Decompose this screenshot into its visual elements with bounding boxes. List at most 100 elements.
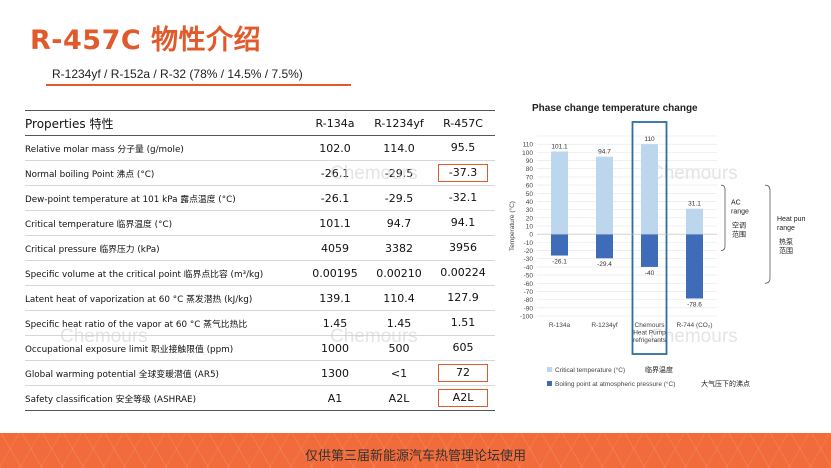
y-tick-label: 0 <box>529 232 533 239</box>
r457c-value: -32.1 <box>431 186 495 211</box>
r134a-value: 1000 <box>321 341 349 355</box>
x-tick-label: Heat Pump <box>633 330 666 337</box>
r134a-value: -26.1 <box>320 166 350 180</box>
r1234yf-value: <1 <box>390 366 408 380</box>
table-row: Safety classification 安全等级 (ASHRAE) A1 A2L… <box>25 386 495 411</box>
y-tick-label: -60 <box>524 281 534 288</box>
bar-critical-temperature <box>641 144 658 235</box>
legend-swatch-critical <box>547 367 552 372</box>
property-label: Latent heat of vaporization at 60 °C 蒸发潜… <box>25 294 253 305</box>
y-tick-label: -30 <box>524 256 534 263</box>
property-label: Specific volume at the critical point 临界… <box>25 269 264 280</box>
table-row: Normal boiling Point 沸点 (°C) -26.1 -29.5 -3… <box>25 161 495 186</box>
y-tick-label: 10 <box>526 224 534 231</box>
legend-swatch-boiling <box>547 381 552 386</box>
r1234yf-value: 110.4 <box>383 291 415 305</box>
table-row: Critical pressure 临界压力 (kPa) 4059 3382 3956 <box>25 236 495 261</box>
table-row: Occupational exposure limit 职业接触限值 (ppm)… <box>25 336 495 361</box>
heat-pump-range-bracket <box>764 184 771 284</box>
x-tick-label: R-1234yf <box>591 322 618 329</box>
ac-range-label: AC <box>731 200 741 207</box>
r1234yf-value: 114.0 <box>383 141 415 155</box>
y-tick-label: 20 <box>526 215 534 222</box>
r457c-value: 94.1 <box>431 211 495 236</box>
bar-boiling-point <box>551 234 568 256</box>
data-label-boiling: -78.6 <box>687 301 702 308</box>
property-label: Critical pressure 临界压力 (kPa) <box>25 244 160 255</box>
heat-pump-range-label-cn: 热泵 <box>779 237 793 246</box>
r457c-value: 72 <box>431 361 495 386</box>
r457c-value-value: -32.1 <box>448 191 478 204</box>
property-label: Dew-point temperature at 101 kPa 露点温度 (°… <box>25 194 236 205</box>
r457c-value: 0.00224 <box>431 261 495 286</box>
phase-change-chart: -100-90-80-70-60-50-40-30-20-10010203040… <box>508 121 805 388</box>
r457c-value-value: 95.5 <box>450 141 476 154</box>
r1234yf-value: 0.00210 <box>376 266 422 280</box>
ac-range-label-cn: 空调 <box>732 221 746 230</box>
x-tick-label: Chemours <box>635 322 666 329</box>
r134a-value: 0.00195 <box>312 266 358 280</box>
property-label: Specific heat ratio of the vapor at 60 °… <box>25 319 248 330</box>
r1234yf-value: 500 <box>388 341 410 355</box>
r457c-value: A2L <box>431 386 495 411</box>
r134a-value: 1300 <box>321 366 349 380</box>
header-r457c: R-457C <box>443 116 483 130</box>
data-label-critical: 94.7 <box>598 149 611 156</box>
y-tick-label: 70 <box>526 174 534 181</box>
blend-composition: R-1234yf / R-152a / R-32 (78% / 14.5% / … <box>52 67 303 81</box>
y-tick-label: -100 <box>520 314 533 321</box>
highlight-box <box>631 121 668 355</box>
data-label-boiling: -29.4 <box>597 261 612 268</box>
bar-critical-temperature <box>686 208 703 235</box>
r134a-value: 1.45 <box>322 316 348 330</box>
y-tick-label: 60 <box>526 183 534 190</box>
legend-label-boiling: Boiling point at atmospheric pressure (°… <box>555 380 675 388</box>
ac-range-label: range <box>731 209 749 216</box>
r134a-value: 4059 <box>321 241 349 255</box>
r1234yf-value: A2L <box>388 391 410 405</box>
property-label: Global warming potential 全球变暖潜值 (AR5) <box>25 369 219 380</box>
r457c-value-value: 94.1 <box>450 216 476 229</box>
x-tick-label: refrigerants <box>633 337 667 344</box>
bar-boiling-point <box>596 234 613 259</box>
y-tick-label: 80 <box>526 166 534 173</box>
table-row: Dew-point temperature at 101 kPa 露点温度 (°… <box>25 186 495 211</box>
y-tick-label: 50 <box>526 191 534 198</box>
header-r134a: R-134a <box>315 116 355 130</box>
y-tick-label: -10 <box>524 240 534 247</box>
r1234yf-value: 1.45 <box>386 316 412 330</box>
footer-pattern <box>0 433 831 468</box>
y-tick-label: -40 <box>524 264 534 271</box>
y-tick-label: 110 <box>523 142 534 149</box>
property-label: Safety classification 安全等级 (ASHRAE) <box>25 394 197 405</box>
r1234yf-value: 3382 <box>385 241 413 255</box>
property-label: Relative molar mass 分子量 (g/mole) <box>25 144 184 155</box>
header-properties: Properties 特性 <box>25 116 114 131</box>
x-tick-label: R-134a <box>549 322 571 329</box>
y-tick-label: 100 <box>522 150 533 157</box>
bar-boiling-point <box>641 234 658 267</box>
table-row: Global warming potential 全球变暖潜值 (AR5) 130… <box>25 361 495 386</box>
legend-label-critical: Critical temperature (°C) <box>555 366 625 374</box>
property-label: Critical temperature 临界温度 (°C) <box>25 219 173 230</box>
subtitle-underline <box>46 84 351 86</box>
table-row: Critical temperature 临界温度 (°C) 101.1 94.7 9… <box>25 211 495 236</box>
bar-critical-temperature <box>596 156 613 235</box>
r134a-value: 102.0 <box>319 141 351 155</box>
y-tick-label: -20 <box>524 248 534 255</box>
ac-range-label-cn: 范围 <box>732 230 746 239</box>
property-label: Normal boiling Point 沸点 (°C) <box>25 169 155 180</box>
y-tick-label: 90 <box>526 158 534 165</box>
table-row: Relative molar mass 分子量 (g/mole) 102.0 114… <box>25 136 495 161</box>
y-tick-label: 40 <box>526 199 534 206</box>
legend-label-boiling-cn: 大气压下的沸点 <box>701 379 750 388</box>
data-label-critical: 31.1 <box>688 201 701 208</box>
r134a-value: A1 <box>327 391 343 405</box>
r1234yf-value: 94.7 <box>386 216 412 230</box>
r457c-value-value: 127.9 <box>447 291 479 304</box>
y-tick-label: -90 <box>524 305 534 312</box>
r457c-value-value: -37.3 <box>438 164 488 182</box>
ac-range-bracket <box>720 184 726 251</box>
r457c-value-value: 1.51 <box>450 316 476 329</box>
data-label-boiling: -40 <box>645 270 655 277</box>
